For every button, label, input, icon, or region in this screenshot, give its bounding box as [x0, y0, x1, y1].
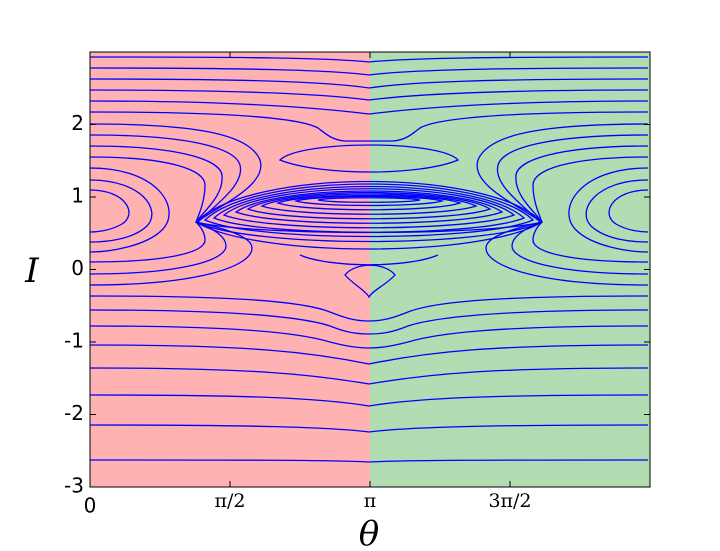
contour-half	[90, 56, 370, 463]
y-axis-label: I	[24, 251, 39, 291]
x-axis-label: θ	[359, 514, 379, 551]
region	[370, 52, 650, 487]
x-tick-label: π/2	[215, 490, 246, 512]
y-tick-label: -2	[64, 401, 84, 425]
central-island	[194, 144, 544, 299]
x-tick-label: 0	[84, 494, 97, 518]
y-tick-label: -3	[64, 474, 84, 498]
contour-lines	[90, 56, 649, 463]
y-tick-label: 0	[71, 256, 84, 280]
y-tick-label: -1	[64, 329, 84, 353]
x-tick-label: π	[364, 490, 377, 512]
y-tick-label: 2	[71, 111, 84, 135]
region	[90, 52, 370, 487]
y-tick-label: 1	[71, 184, 84, 208]
x-tick-label: 3π/2	[488, 490, 531, 512]
